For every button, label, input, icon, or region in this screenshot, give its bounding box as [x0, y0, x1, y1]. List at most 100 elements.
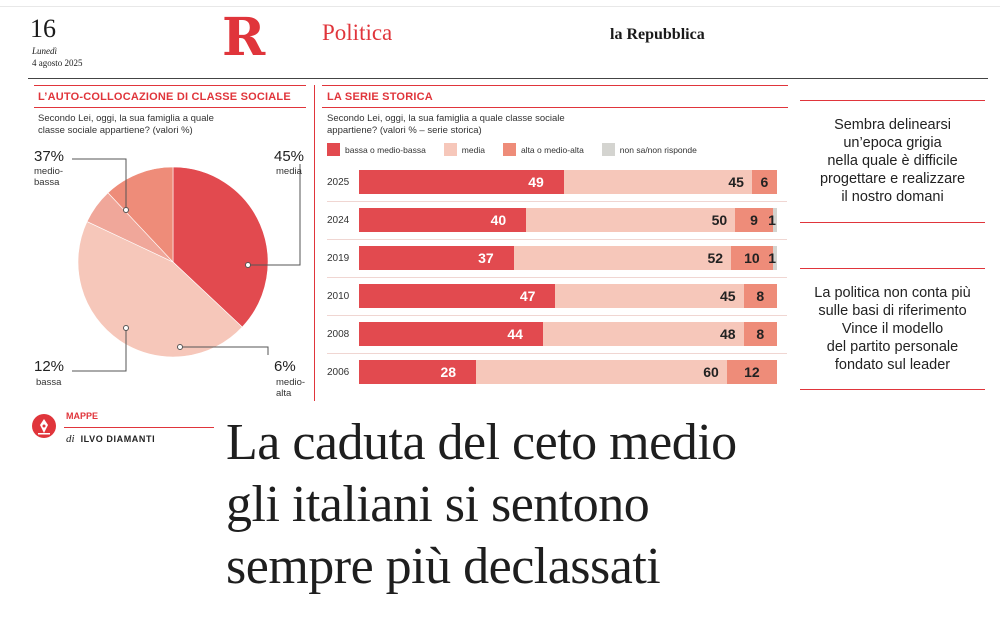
bar-segment: 8: [743, 284, 777, 308]
pull-quote-1: Sembra delinearsi un’epoca grigia nella …: [800, 116, 985, 206]
pie-slice-bassa: [107, 166, 174, 263]
legend-swatch: [502, 143, 516, 156]
bar-value-label: 12: [744, 364, 760, 380]
bar-segment: 47: [359, 284, 556, 308]
leader-medio-alta: [180, 346, 269, 355]
bar-value-label: 52: [707, 250, 724, 266]
bar-segment: 44: [359, 322, 543, 346]
bar-row-2025: 49 45 6: [359, 170, 777, 194]
day-of-week: Lunedì: [32, 46, 58, 56]
bar-row-2019: 37 52 10 1: [359, 246, 777, 270]
pie-label-medio-alta-text1: medio-: [276, 377, 306, 388]
bar-segment: 60: [476, 360, 727, 384]
bar-value-label: 49: [528, 174, 544, 190]
row-separator: [327, 239, 787, 240]
row-separator: [327, 277, 787, 278]
bar-section-top-rule: [322, 85, 788, 86]
page-number: 16: [30, 14, 56, 43]
bar-value-label: 6: [760, 174, 769, 190]
quote1-line: un’epoca grigia: [843, 135, 942, 151]
bar-question-line1: Secondo Lei, oggi, la sua famiglia a qua…: [327, 113, 565, 124]
bar-row-2010: 47 45 8: [359, 284, 777, 308]
row-separator: [327, 201, 787, 202]
pie-label-media-pct: 45%: [274, 148, 305, 165]
pie-slices: [77, 166, 269, 358]
bar-segment: 10: [731, 246, 773, 270]
bar-segment: 52: [513, 246, 732, 270]
bar-segment: 50: [526, 208, 736, 232]
column-divider: [314, 85, 315, 401]
chart-legend: bassa o medio-bassa media alta o medio-alt…: [327, 143, 697, 156]
pie-section-title: L’AUTO-COLLOCAZIONE DI CLASSE SOCIALE: [38, 91, 291, 103]
bar-value-label: 48: [719, 326, 736, 342]
quote2-line: del partito personale: [826, 339, 959, 355]
bar-value-label: 37: [478, 250, 494, 266]
leader-dot-medio-bassa: [123, 207, 129, 213]
bar-segment: 37: [359, 246, 514, 270]
bar-value-label: 60: [703, 364, 719, 380]
quote2-line: Vince il modello: [841, 321, 944, 337]
bar-row-2008: 44 48 8: [359, 322, 777, 346]
bar-row-2024: 40 50 9 1: [359, 208, 777, 232]
legend-swatch: [443, 143, 457, 156]
quote2-line: fondato sul leader: [834, 357, 951, 373]
pie-question-line1: Secondo Lei, oggi, la sua famiglia a qua…: [38, 113, 214, 124]
pie-label-medio-alta-text2: alta: [276, 388, 292, 399]
bar-value-label: 10: [744, 250, 760, 266]
leader-medio-bassa: [72, 158, 127, 210]
pie-label-medio-alta-pct: 6%: [274, 358, 296, 375]
pen-nib-icon: [32, 414, 56, 438]
newspaper-name: la Repubblica: [610, 26, 705, 43]
bar-segment: 49: [359, 170, 564, 194]
bar-segment: 6: [751, 170, 777, 194]
bar-value-label: 50: [711, 212, 728, 228]
bar-segment: 1: [768, 246, 777, 270]
bar-value-label: 8: [756, 288, 765, 304]
quote2-top-rule: [800, 268, 985, 269]
bar-value-label: 9: [750, 212, 758, 228]
pie-slice-medio-bassa: [172, 166, 269, 328]
pie-label-bassa-pct: 12%: [34, 358, 65, 375]
quote1-top-rule: [800, 100, 985, 101]
quote1-bottom-rule: [800, 222, 985, 223]
top-rule: [0, 6, 1000, 7]
repubblica-logo: R: [222, 7, 266, 68]
legend-label: media: [461, 144, 485, 155]
bar-year-label: 2006: [327, 367, 350, 378]
legend-item: alta o medio-alta: [502, 143, 584, 156]
legend-label: alta o medio-alta: [520, 144, 584, 155]
leader-dot-medio-alta: [177, 344, 183, 350]
bar-row-2006: 28 60 12: [359, 360, 777, 384]
pie-section-sub-rule: [34, 107, 306, 108]
pie-label-medio-bassa-text2: bassa: [34, 177, 60, 188]
quote2-line: sulle basi di riferimento: [818, 303, 967, 319]
leader-dot-bassa: [123, 325, 129, 331]
bar-segment: 12: [726, 360, 777, 384]
bar-value-label: 8: [756, 326, 765, 342]
bar-year-label: 2024: [327, 215, 350, 226]
bar-segment: 48: [542, 322, 744, 346]
column-name: MAPPE: [66, 411, 99, 421]
bar-year-label: 2010: [327, 291, 350, 302]
quote1-line: Sembra delinearsi: [834, 117, 951, 133]
publication-date: 4 agosto 2025: [32, 58, 83, 68]
bar-year-label: 2025: [327, 177, 350, 188]
pie-question-line2: classe sociale appartiene? (valori %): [38, 125, 193, 136]
bar-value-label: 40: [490, 212, 507, 228]
bar-year-label: 2008: [327, 329, 350, 340]
byline: di ILVO DIAMANTI: [66, 433, 155, 445]
bar-value-label: 44: [507, 326, 523, 342]
headline-line1: La caduta del ceto medio: [226, 414, 737, 471]
bar-value-label: 47: [519, 288, 536, 304]
bar-value-label: 45: [728, 174, 744, 190]
legend-label: bassa o medio-bassa: [345, 144, 426, 155]
pie-label-media-text: media: [276, 166, 302, 177]
bar-segment: 8: [743, 322, 777, 346]
pull-quote-2: La politica non conta più sulle basi di …: [800, 284, 985, 374]
quote1-line: nella quale è difficile: [827, 153, 958, 169]
bar-segment: 1: [768, 208, 777, 232]
legend-label: non sa/non risponde: [619, 144, 697, 155]
legend-swatch: [601, 143, 615, 156]
author-name: ILVO DIAMANTI: [80, 434, 156, 444]
bar-section-title: LA SERIE STORICA: [327, 91, 433, 103]
